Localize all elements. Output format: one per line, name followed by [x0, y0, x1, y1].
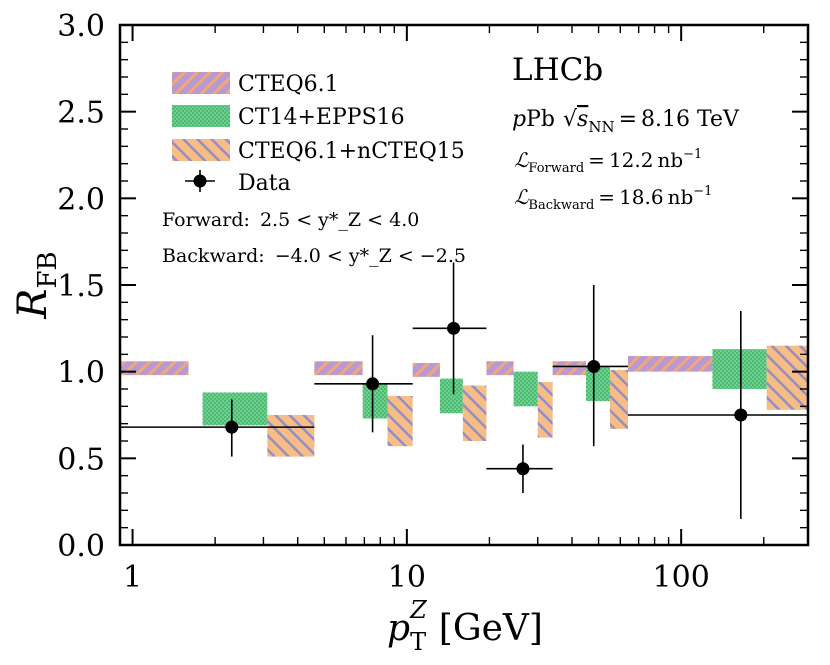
- band-0-0: [120, 361, 189, 376]
- y-tick-label: 3.0: [57, 9, 105, 44]
- legend-swatch-ct14-epps16: [172, 105, 230, 127]
- y-tick-label: 2.5: [57, 96, 105, 131]
- band-2-3: [537, 382, 553, 438]
- legend-swatch-cteq61-ncteq15: [172, 139, 230, 161]
- band-2-2: [462, 385, 487, 441]
- legend-label-cteq61: CTEQ6.1: [238, 72, 339, 97]
- rapidity-ranges: Forward: 2.5 < y*_Z < 4.0 Backward: −4.0…: [162, 209, 466, 267]
- y-tick-label: 2.0: [57, 182, 105, 217]
- data-point-2: [447, 321, 461, 335]
- band-1-4: [586, 366, 610, 402]
- x-axis-title: pTZ [GeV]: [387, 596, 543, 656]
- band-1-0: [202, 392, 268, 426]
- data-point-4: [587, 359, 601, 373]
- x-tick-label: 10: [388, 560, 426, 595]
- legend-label-cteq61-ncteq15: CTEQ6.1+nCTEQ15: [238, 139, 465, 164]
- y-tick-label: 0.5: [57, 442, 105, 477]
- lumi-forward: ℒForward = 12.2 nb−1: [514, 147, 702, 176]
- forward-range: Forward: 2.5 < y*_Z < 4.0: [162, 209, 419, 231]
- legend-label-data: Data: [238, 171, 291, 196]
- collision-system: pPb √sNN = 8.16 TeV: [512, 107, 740, 136]
- band-1-3: [513, 371, 538, 407]
- band-2-0: [267, 415, 315, 457]
- band-1-5: [712, 349, 767, 389]
- band-0-5: [627, 356, 713, 372]
- plot-frame: [118, 23, 810, 547]
- y-axis-title: RFB: [10, 251, 63, 319]
- backward-range: Backward: −4.0 < y*_Z < −2.5: [162, 245, 466, 267]
- y-tick-label: 0.0: [57, 529, 105, 564]
- data-point-0: [225, 420, 239, 434]
- band-0-3: [486, 361, 514, 376]
- data-point-3: [516, 462, 530, 476]
- legend-label-ct14-epps16: CT14+EPPS16: [238, 105, 405, 130]
- band-2-4: [609, 369, 628, 429]
- x-tick-label: 1: [123, 560, 142, 595]
- band-0-1: [314, 361, 363, 376]
- band-2-5: [766, 345, 808, 410]
- y-tick-label: 1.5: [57, 269, 105, 304]
- data-point-5: [734, 408, 748, 422]
- experiment-info: LHCb pPb √sNN = 8.16 TeV ℒForward = 12.2 nb−1 …: [512, 52, 740, 213]
- lumi-backward: ℒBackward = 18.6 nb−1: [514, 184, 712, 213]
- band-1-2: [439, 378, 463, 414]
- legend-swatch-cteq61: [172, 72, 230, 94]
- band-0-4: [552, 361, 587, 376]
- y-tick-label: 1.0: [57, 356, 105, 391]
- band-2-1: [387, 395, 413, 447]
- system-rest: Pb: [526, 107, 555, 132]
- experiment-label: LHCb: [512, 52, 603, 88]
- legend: CTEQ6.1 CT14+EPPS16 CTEQ6.1+nCTEQ15 Data: [172, 72, 465, 196]
- band-0-2: [412, 363, 440, 377]
- data-point-1: [366, 377, 380, 391]
- x-tick-label: 100: [653, 560, 710, 595]
- legend-data-marker: [193, 174, 207, 188]
